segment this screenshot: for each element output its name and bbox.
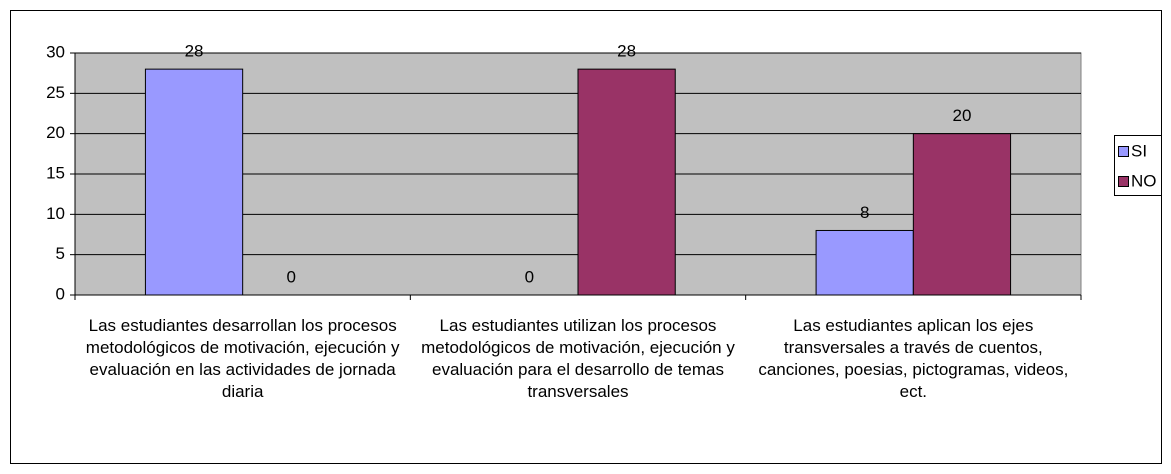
x-tick-label: Las estudiantes utilizan los procesos me… (421, 316, 735, 401)
bar (577, 68, 676, 296)
bar (815, 229, 914, 296)
x-tick-label-box: Las estudiantes aplican los ejes transve… (758, 316, 1069, 401)
y-tick-label: 5 (56, 244, 65, 263)
y-tick-label: 0 (56, 284, 65, 303)
y-tick-label: 15 (46, 163, 65, 182)
y-tick-label: 10 (46, 204, 65, 223)
data-label: 20 (952, 106, 971, 125)
legend-label: SI (1131, 141, 1147, 160)
legend-swatch (1118, 176, 1129, 187)
legend-swatch (1118, 146, 1129, 157)
y-tick-label: 25 (46, 83, 65, 102)
y-tick-label: 30 (46, 42, 65, 61)
data-label: 8 (860, 203, 869, 222)
data-label: 0 (287, 267, 296, 286)
x-tick-label: Las estudiantes aplican los ejes transve… (758, 316, 1069, 401)
x-tick-label-box: Las estudiantes utilizan los procesos me… (421, 316, 735, 401)
data-label: 0 (525, 267, 534, 286)
data-label: 28 (185, 42, 204, 61)
bar (144, 68, 244, 296)
legend-label: NO (1131, 171, 1157, 190)
y-tick-label: 20 (46, 123, 65, 142)
x-tick-label-box: Las estudiantes desarrollan los procesos… (85, 316, 400, 401)
bar (912, 133, 1012, 296)
x-tick-label: Las estudiantes desarrollan los procesos… (85, 316, 400, 401)
data-label: 28 (617, 42, 636, 61)
